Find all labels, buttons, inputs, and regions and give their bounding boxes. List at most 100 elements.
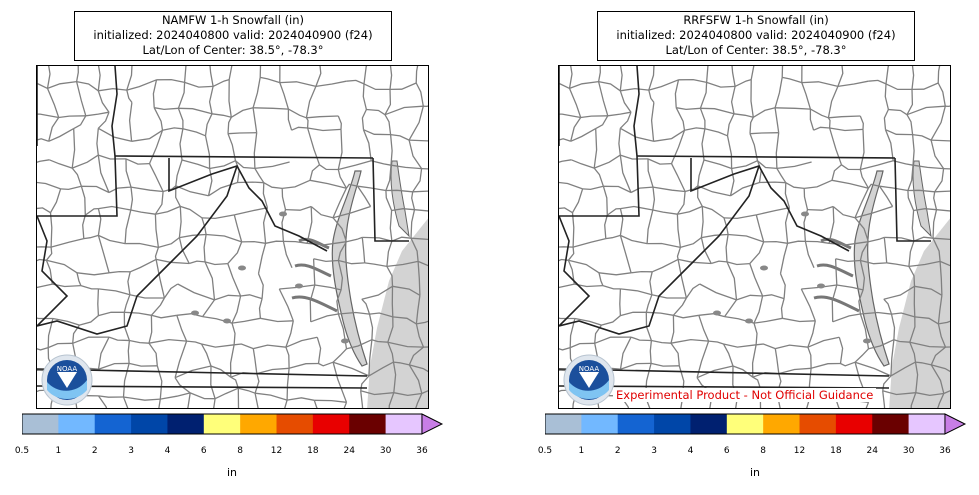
colorbar-segment	[726, 414, 764, 434]
colorbar-tick-label: 3	[651, 446, 657, 456]
colorbar-tick-label: 8	[760, 446, 767, 456]
right-colorbar-units: in	[749, 466, 761, 479]
lake-mark	[713, 310, 721, 316]
colorbar-segment	[312, 414, 350, 434]
colorbar-segment	[22, 414, 59, 434]
colorbar-segment	[349, 414, 387, 434]
colorbar-tick-label: 36	[416, 446, 428, 456]
logo-gull	[57, 372, 77, 388]
lake-mark	[745, 318, 753, 324]
colorbar-segment	[167, 414, 205, 434]
colorbar-segment	[94, 414, 132, 434]
colorbar-tick-label: 0.5	[14, 446, 30, 456]
left-panel-title: NAMFW 1-h Snowfall (in) initialized: 202…	[74, 11, 392, 61]
colorbar-extend-arrow	[944, 413, 967, 435]
lake-mark	[191, 310, 199, 316]
left-map-panel: NAMFW 1-h Snowfall (in) initialized: 202…	[0, 0, 460, 495]
logo-wave	[569, 380, 609, 399]
left-title-line1: NAMFW 1-h Snowfall (in)	[161, 13, 305, 27]
chesapeake-bay	[853, 170, 890, 367]
right-map-canvas	[559, 66, 950, 408]
right-map: NOAA Experimental Product - Not Official…	[558, 65, 951, 409]
colorbar-segment	[131, 414, 168, 434]
colorbar-outline	[22, 413, 422, 435]
logo-wave	[47, 380, 87, 399]
colorbar-segment	[581, 414, 619, 434]
colorbar-segment	[276, 414, 314, 434]
left-colorbar	[22, 413, 444, 435]
lake-mark	[223, 318, 231, 324]
colorbar-tick-label: 1	[578, 446, 585, 456]
logo-text: NOAA	[57, 365, 78, 373]
county-boundaries	[559, 66, 950, 408]
colorbar-tick-label: 24	[866, 446, 878, 456]
colorbar-tick-label: 6	[723, 446, 730, 456]
colorbar-tick-label: 36	[939, 446, 951, 456]
state-boundaries	[559, 66, 931, 389]
lake-mark	[238, 265, 246, 271]
lake-mark	[801, 211, 809, 217]
right-title-line2: initialized: 2024040800 valid: 202404090…	[616, 28, 896, 42]
river-inlets	[291, 237, 338, 313]
colorbar-tick-label: 8	[237, 446, 244, 456]
lake-mark	[760, 265, 768, 271]
logo-gull	[579, 372, 599, 388]
colorbar-tick-label: 24	[343, 446, 355, 456]
left-title-line2: initialized: 2024040800 valid: 202404090…	[93, 28, 373, 42]
colorbar-segment	[203, 414, 241, 434]
colorbar-tick-label: 30	[379, 446, 392, 456]
colorbar-tick-label: 1	[55, 446, 62, 456]
colorbar-extend-arrow	[421, 413, 444, 435]
colorbar-tick-label: 12	[270, 446, 283, 456]
colorbar-segment	[908, 414, 946, 434]
colorbar-segment	[799, 414, 837, 434]
chesapeake-bay	[331, 170, 368, 367]
colorbar-tick-label: 30	[902, 446, 915, 456]
lake-mark	[817, 283, 825, 289]
lake-mark	[279, 211, 287, 217]
left-map-canvas	[37, 66, 428, 408]
lake-mark	[341, 338, 349, 344]
county-boundaries	[37, 66, 428, 408]
colorbar-tick-label: 3	[128, 446, 134, 456]
colorbar-segment	[872, 414, 910, 434]
colorbar-segment	[240, 414, 278, 434]
delaware-bay	[912, 160, 932, 238]
colorbar-segment	[545, 414, 582, 434]
left-map: NOAA	[36, 65, 429, 409]
colorbar-segment	[835, 414, 873, 434]
delaware-bay	[390, 160, 410, 238]
colorbar-tick-label: 12	[793, 446, 806, 456]
colorbar-tick-label: 2	[614, 446, 621, 456]
experimental-product-label: Experimental Product - Not Official Guid…	[613, 388, 877, 402]
left-title-line3: Lat/Lon of Center: 38.5°, -78.3°	[142, 43, 324, 57]
colorbar-tick-label: 0.5	[537, 446, 553, 456]
colorbar-tick-label: 4	[687, 446, 694, 456]
colorbar-segment	[617, 414, 655, 434]
colorbar-segment	[385, 414, 423, 434]
left-colorbar-units: in	[226, 466, 238, 479]
noaa-logo-icon: NOAA	[41, 354, 93, 406]
state-boundaries	[37, 66, 409, 389]
lake-mark	[863, 338, 871, 344]
right-title-line1: RRFSFW 1-h Snowfall (in)	[683, 13, 829, 27]
atlantic-ocean	[367, 218, 428, 408]
colorbar-tick-label: 4	[164, 446, 171, 456]
colorbar-segment	[763, 414, 801, 434]
atlantic-ocean	[889, 218, 950, 408]
colorbar-tick-label: 2	[91, 446, 98, 456]
colorbar-segment	[690, 414, 728, 434]
colorbar-tick-label: 6	[200, 446, 207, 456]
noaa-logo-icon: NOAA	[563, 354, 615, 406]
right-colorbar	[545, 413, 967, 435]
right-panel-title: RRFSFW 1-h Snowfall (in) initialized: 20…	[597, 11, 915, 61]
colorbar-segment	[58, 414, 96, 434]
colorbar-tick-label: 18	[307, 446, 319, 456]
logo-text: NOAA	[579, 365, 600, 373]
right-title-line3: Lat/Lon of Center: 38.5°, -78.3°	[665, 43, 847, 57]
colorbar-tick-label: 18	[830, 446, 842, 456]
river-inlets	[813, 237, 860, 313]
lake-mark	[295, 283, 303, 289]
colorbar-outline	[545, 413, 945, 435]
